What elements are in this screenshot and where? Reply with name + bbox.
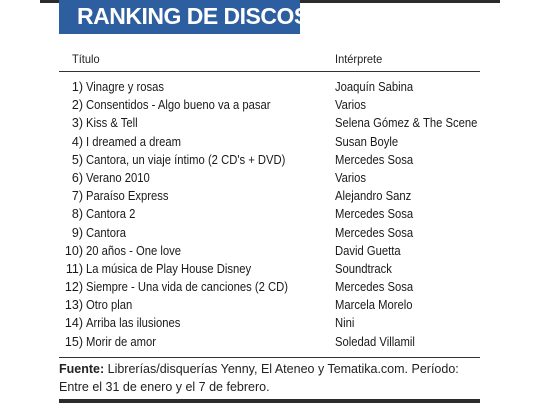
artist-name: Marcela Morelo xyxy=(335,298,413,313)
list-item: 6) Verano 2010 Varios xyxy=(0,169,540,187)
artist-name: Mercedes Sosa xyxy=(335,280,414,295)
list-item: 4) I dreamed a dream Susan Boyle xyxy=(0,133,540,151)
album-title-text: Otro plan xyxy=(86,298,133,313)
rank-number: 1) xyxy=(71,80,83,94)
album-title: La música de Play House Disney xyxy=(86,260,251,278)
list-item: 15) Morir de amor Soledad Villamil xyxy=(0,333,540,351)
source-text: Librerías/disquerías Yenny, El Ateneo y … xyxy=(59,362,459,394)
album-title-text: Arriba las ilusiones xyxy=(86,316,181,331)
ranking-list: 1) Vinagre y rosas Joaquín Sabina 2) Consent… xyxy=(0,78,540,351)
list-item: 3) Kiss & Tell Selena Gómez & The Scene xyxy=(0,114,540,132)
list-item: 9) Cantora Mercedes Sosa xyxy=(0,224,540,242)
album-title-text: Paraíso Express xyxy=(86,189,169,204)
source-label: Fuente: xyxy=(59,362,105,376)
artist-name: Varios xyxy=(335,98,367,113)
list-item: 8) Cantora 2 Mercedes Sosa xyxy=(0,205,540,223)
album-title: Cantora, un viaje íntimo (2 CD's + DVD) xyxy=(86,151,285,169)
rank-number: 2) xyxy=(71,98,83,113)
album-title: Arriba las ilusiones xyxy=(86,314,180,332)
rank-number: 13) xyxy=(64,298,83,313)
artist-name: Varios xyxy=(335,170,367,185)
column-header-title: Título xyxy=(72,52,100,66)
rank-number: 4) xyxy=(71,134,83,149)
album-title-text: Cantora xyxy=(86,225,127,240)
album-format: (2 CD's + DVD) xyxy=(204,152,286,167)
album-title: Vinagre y rosas xyxy=(86,78,164,96)
album-title: I dreamed a dream xyxy=(86,133,181,151)
album-title-text: Consentidos - Algo bueno va a pasar xyxy=(86,98,271,113)
footer-divider xyxy=(59,357,480,358)
rank-number: 6) xyxy=(71,170,83,185)
rank-number: 11) xyxy=(65,261,83,276)
page-title: RANKING DE DISCOS xyxy=(77,3,309,29)
bottom-rule xyxy=(59,399,480,403)
album-title: Cantora 2 xyxy=(86,205,135,223)
album-title: Kiss & Tell xyxy=(86,114,138,132)
album-title-text: Morir de amor xyxy=(86,334,157,349)
artist-name: Mercedes Sosa xyxy=(335,225,414,240)
artist-name: Alejandro Sanz xyxy=(335,189,412,204)
artist-name: Susan Boyle xyxy=(335,134,399,149)
album-title-text: Cantora, un viaje íntimo xyxy=(86,152,205,167)
artist-name: Soledad Villamil xyxy=(335,334,415,349)
album-title-text: Cantora 2 xyxy=(86,207,136,222)
artist-name: Joaquín Sabina xyxy=(335,80,414,94)
rank-number: 7) xyxy=(71,189,83,204)
album-title-text: La música de Play House Disney xyxy=(86,261,252,276)
rank-number: 3) xyxy=(71,116,83,131)
album-title: Verano 2010 xyxy=(86,169,150,187)
rank-number: 15) xyxy=(64,334,83,349)
artist-name: David Guetta xyxy=(335,243,401,258)
album-format: (2 CD) xyxy=(251,280,288,295)
list-item: 13) Otro plan Marcela Morelo xyxy=(0,296,540,314)
album-title: Otro plan xyxy=(86,296,132,314)
list-item: 7) Paraíso Express Alejandro Sanz xyxy=(0,187,540,205)
album-title: Siempre - Una vida de canciones (2 CD) xyxy=(86,278,288,296)
album-title: Paraíso Express xyxy=(86,187,169,205)
album-title: 20 años - One love xyxy=(86,242,181,260)
header-banner: RANKING DE DISCOS xyxy=(59,0,309,34)
header-divider xyxy=(59,71,480,72)
column-header-artist: Intérprete xyxy=(335,52,383,66)
source-note: Fuente: Librerías/disquerías Yenny, El A… xyxy=(59,360,489,396)
rank-number: 9) xyxy=(71,225,83,240)
list-item: 10) 20 años - One love David Guetta xyxy=(0,242,540,260)
list-item: 11) La música de Play House Disney Soundtr… xyxy=(0,260,540,278)
album-title-text: Kiss & Tell xyxy=(86,116,138,131)
list-item: 14) Arriba las ilusiones Nini xyxy=(0,314,540,332)
list-item: 1) Vinagre y rosas Joaquín Sabina xyxy=(0,78,540,96)
album-title-text: 20 años - One love xyxy=(86,243,182,258)
artist-name: Nini xyxy=(335,316,355,331)
artist-name: Soundtrack xyxy=(335,261,392,276)
rank-number: 12) xyxy=(64,280,83,295)
list-item: 5) Cantora, un viaje íntimo (2 CD's + DVD… xyxy=(0,151,540,169)
artist-name: Selena Gómez & The Scene xyxy=(335,116,478,131)
album-title-text: Siempre - Una vida de canciones xyxy=(86,280,252,295)
album-title-text: Verano 2010 xyxy=(86,170,150,185)
rank-number: 5) xyxy=(71,152,83,167)
artist-name: Mercedes Sosa xyxy=(335,152,414,167)
artist-name: Mercedes Sosa xyxy=(335,207,414,222)
list-item: 12) Siempre - Una vida de canciones (2 CD… xyxy=(0,278,540,296)
rank-number: 14) xyxy=(64,316,83,331)
rank-number: 8) xyxy=(71,207,83,222)
album-title: Consentidos - Algo bueno va a pasar xyxy=(86,96,271,114)
album-title-text: I dreamed a dream xyxy=(86,134,182,149)
rank-number: 10) xyxy=(64,243,83,258)
album-title-text: Vinagre y rosas xyxy=(86,80,164,94)
list-item: 2) Consentidos - Algo bueno va a pasar Var… xyxy=(0,96,540,114)
album-title: Morir de amor xyxy=(86,333,156,351)
album-title: Cantora xyxy=(86,224,126,242)
